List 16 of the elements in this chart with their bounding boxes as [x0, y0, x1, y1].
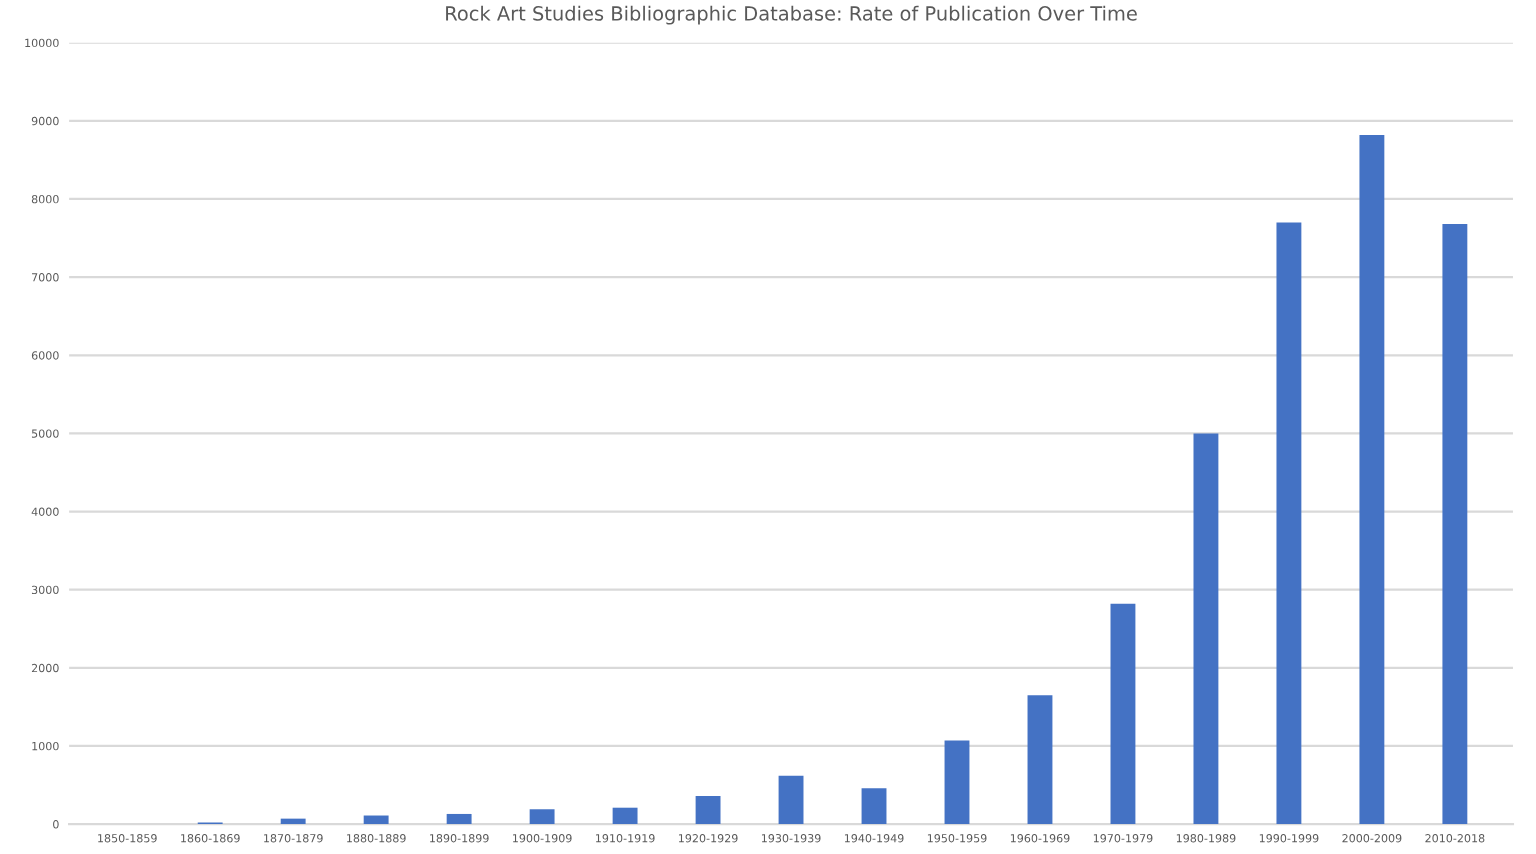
chart-title: Rock Art Studies Bibliographic Database: Rate of Publication Over Time	[446, 5, 1137, 25]
bar	[695, 795, 721, 825]
bar	[1276, 222, 1302, 825]
bar	[1193, 433, 1219, 825]
bar	[446, 813, 472, 825]
bar	[363, 815, 389, 825]
bar	[529, 809, 555, 825]
bar	[1027, 695, 1053, 825]
bar	[944, 740, 970, 825]
bar	[1442, 223, 1468, 825]
bar	[1359, 134, 1385, 825]
bar	[1110, 603, 1136, 825]
bar	[778, 775, 804, 825]
bar	[612, 807, 638, 825]
bar	[861, 788, 887, 825]
bar	[280, 818, 306, 825]
